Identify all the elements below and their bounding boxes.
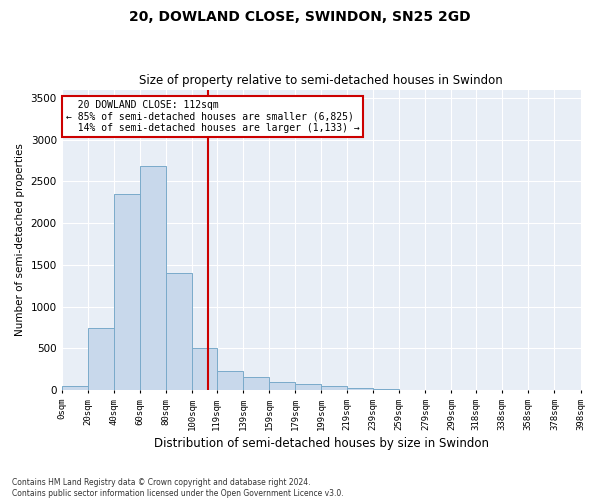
Bar xyxy=(347,388,373,390)
Y-axis label: Number of semi-detached properties: Number of semi-detached properties xyxy=(15,144,25,336)
Bar xyxy=(88,328,114,390)
Bar xyxy=(321,386,347,390)
Bar xyxy=(243,377,269,390)
Text: 20 DOWLAND CLOSE: 112sqm
← 85% of semi-detached houses are smaller (6,825)
  14%: 20 DOWLAND CLOSE: 112sqm ← 85% of semi-d… xyxy=(65,100,359,133)
Bar xyxy=(140,166,166,390)
Bar xyxy=(166,274,192,390)
Bar xyxy=(373,389,399,390)
Bar xyxy=(269,382,295,390)
Bar xyxy=(217,371,243,390)
Text: 20, DOWLAND CLOSE, SWINDON, SN25 2GD: 20, DOWLAND CLOSE, SWINDON, SN25 2GD xyxy=(129,10,471,24)
Title: Size of property relative to semi-detached houses in Swindon: Size of property relative to semi-detach… xyxy=(139,74,503,87)
Text: Contains HM Land Registry data © Crown copyright and database right 2024.
Contai: Contains HM Land Registry data © Crown c… xyxy=(12,478,344,498)
Bar xyxy=(192,348,217,390)
Bar xyxy=(295,384,321,390)
Bar xyxy=(62,386,88,390)
X-axis label: Distribution of semi-detached houses by size in Swindon: Distribution of semi-detached houses by … xyxy=(154,437,488,450)
Bar xyxy=(114,194,140,390)
